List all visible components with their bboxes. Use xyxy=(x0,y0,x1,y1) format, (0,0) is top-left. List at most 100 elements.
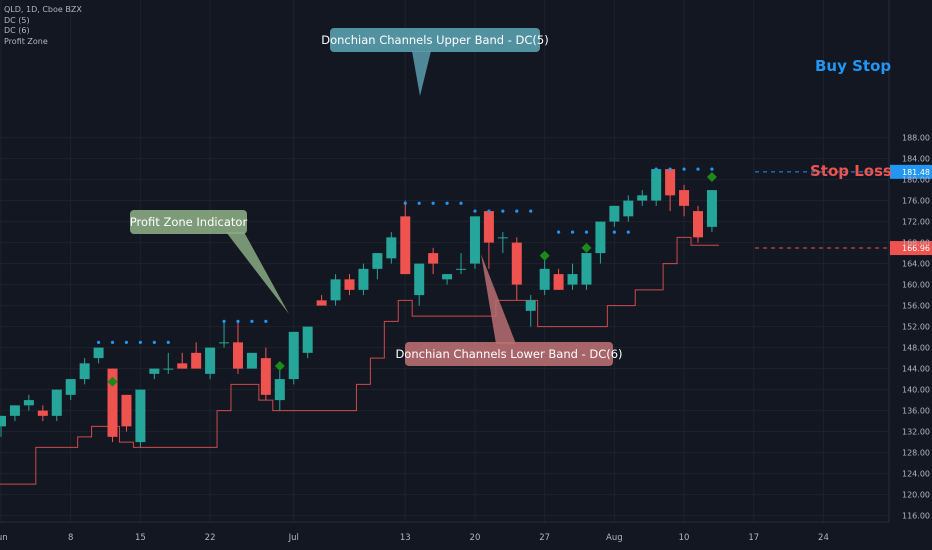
candle-up xyxy=(414,263,425,296)
buy-stop-label: Buy Stop xyxy=(815,57,892,75)
candle-up xyxy=(609,205,620,222)
candle-up xyxy=(330,279,341,301)
candle-up xyxy=(51,389,62,416)
upper-band-dot xyxy=(473,209,477,213)
x-tick-label: 8 xyxy=(68,533,73,543)
y-tick-label: 136.00 xyxy=(902,407,930,416)
candle-up xyxy=(539,268,550,290)
upper-band-dot xyxy=(696,167,700,171)
candle-down xyxy=(260,358,271,395)
upper-band-dot xyxy=(626,230,630,234)
candle-down xyxy=(37,410,48,416)
upper-band-dot xyxy=(557,230,561,234)
candle-up xyxy=(274,379,285,401)
candle-up xyxy=(358,268,369,290)
upper-band-dot xyxy=(236,319,240,323)
lower-callout-box xyxy=(405,342,613,366)
x-tick-label: 10 xyxy=(679,533,690,543)
y-tick-label: 176.00 xyxy=(902,197,930,206)
candle-down xyxy=(316,300,327,306)
y-tick-label: 160.00 xyxy=(902,281,930,290)
upper-band-dot xyxy=(264,319,268,323)
candle-down xyxy=(665,169,676,196)
legend-dc5[interactable]: DC (5) xyxy=(4,15,30,25)
candles-layer xyxy=(0,169,717,448)
candle-down xyxy=(400,216,411,275)
upper-band-dot xyxy=(250,319,254,323)
x-tick-label: Jun xyxy=(0,533,8,543)
upper-band-dot xyxy=(668,167,672,171)
upper-band-dot xyxy=(96,340,101,344)
legend-dc6[interactable]: DC (6) xyxy=(4,26,30,35)
candle-down xyxy=(483,211,494,243)
legend-symbol[interactable]: QLD, 1D, Cboe BZX xyxy=(4,5,82,14)
upper-band-dot xyxy=(138,340,142,344)
y-tick-label: 184.00 xyxy=(902,155,930,164)
candle-up xyxy=(219,342,230,344)
upper-band-callout: Donchian Channels Upper Band - DC(5) xyxy=(321,28,549,96)
candle-down xyxy=(177,363,188,369)
candle-up xyxy=(525,300,536,311)
price-axis[interactable]: 116.00 120.00 124.00 128.00 132.00 136.00 140.… xyxy=(888,0,930,522)
upper-band-dot xyxy=(515,209,519,213)
candle-up xyxy=(65,379,76,395)
profit-zone-diamond xyxy=(274,360,285,371)
y-tick-label: 116.00 xyxy=(902,512,930,521)
profit-zone-callout: Profit Zone Indicator xyxy=(130,210,289,314)
y-tick-label: 168.00 xyxy=(902,239,930,248)
profit-zone-markers xyxy=(107,171,717,387)
lower-band-callout: Donchian Channels Lower Band - DC(6) xyxy=(395,254,623,366)
upper-band-dot xyxy=(403,201,407,205)
candle-down xyxy=(232,342,243,369)
candle-up xyxy=(149,368,160,374)
upper-band-dot xyxy=(417,201,421,205)
candle-down xyxy=(121,394,132,427)
y-tick-label: 152.00 xyxy=(902,323,930,332)
x-tick-label: 17 xyxy=(748,533,759,543)
profit-callout-pointer xyxy=(226,232,289,314)
candle-down xyxy=(191,352,202,369)
candle-down xyxy=(511,242,522,285)
lower-callout-pointer xyxy=(481,254,516,344)
y-tick-label: 140.00 xyxy=(902,386,930,395)
upper-band-dot xyxy=(431,201,435,205)
upper-band-dot xyxy=(152,340,156,344)
profit-zone-diamond xyxy=(706,171,717,182)
candle-up xyxy=(163,368,174,370)
buy-stop-price-text: 181.48 xyxy=(902,168,930,177)
y-tick-label: 124.00 xyxy=(902,470,930,479)
upper-band-dot xyxy=(166,340,170,344)
upper-band-dot xyxy=(459,201,463,205)
time-axis[interactable]: Jun 8 15 22 Jul 13 20 27 Aug 10 17 24 xyxy=(0,521,889,543)
upper-band-dot xyxy=(445,201,449,205)
candle-up xyxy=(651,169,662,201)
candle-up xyxy=(581,253,592,285)
x-tick-label: 13 xyxy=(400,533,411,543)
profit-zone-diamond xyxy=(107,376,118,387)
candle-up xyxy=(246,352,257,369)
candle-up xyxy=(79,363,90,380)
y-tick-label: 132.00 xyxy=(902,428,930,437)
lower-callout-label: Donchian Channels Lower Band - DC(6) xyxy=(395,347,622,361)
candle-up xyxy=(205,347,216,374)
legend-profit-zone[interactable]: Profit Zone xyxy=(4,36,48,46)
candle-up xyxy=(637,195,648,201)
candle-up xyxy=(595,221,606,254)
candle-down xyxy=(553,274,564,290)
candle-up xyxy=(372,253,383,269)
candle-down xyxy=(693,211,703,238)
candle-down xyxy=(344,279,355,290)
upper-band-dot xyxy=(487,209,491,213)
profit-zone-diamond xyxy=(581,242,592,253)
upper-band-dot xyxy=(612,230,616,234)
stop-loss-price-text: 166.96 xyxy=(902,244,930,253)
y-tick-label: 180.00 xyxy=(902,176,930,185)
y-tick-label: 164.00 xyxy=(902,260,930,269)
candle-up xyxy=(623,200,634,217)
profit-callout-label: Profit Zone Indicator xyxy=(130,215,248,229)
upper-band-dot xyxy=(110,340,115,344)
x-tick-label: Aug xyxy=(606,533,623,543)
y-tick-label: 148.00 xyxy=(902,344,930,353)
